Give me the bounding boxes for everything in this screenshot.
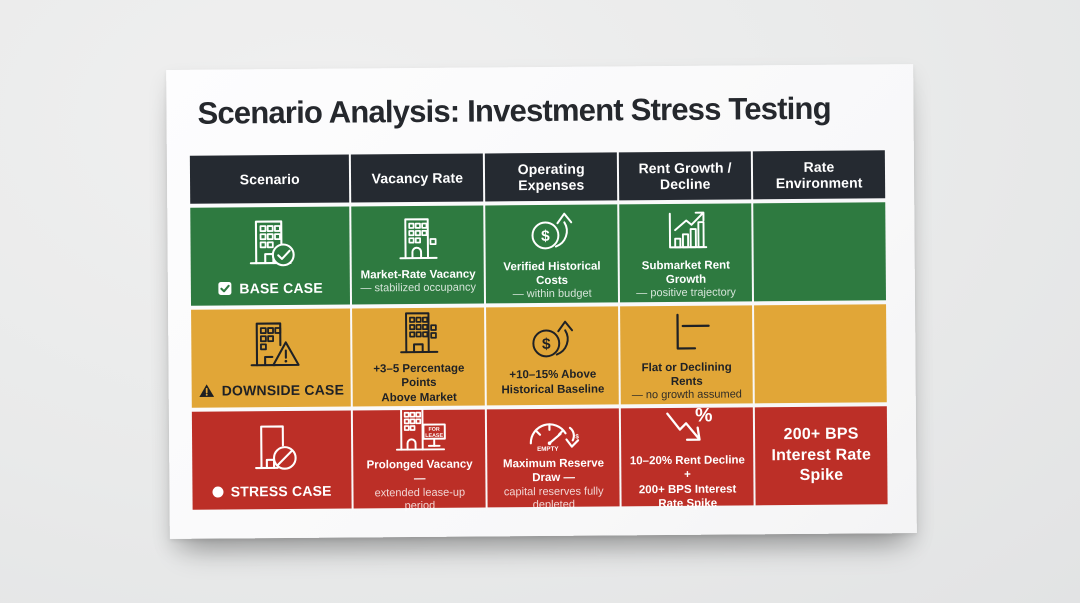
cell-stress-scenario: STRESS CASE: [191, 410, 353, 510]
header-rent-growth-decline: Rent Growth / Decline: [619, 151, 752, 201]
svg-text:FOR: FOR: [429, 427, 440, 433]
checkbox-icon: [218, 281, 232, 296]
cell-base-rent: Submarket Rent Growth — positive traject…: [619, 203, 753, 303]
flat-trend-icon: [657, 307, 715, 357]
scenario-label: BASE CASE: [218, 280, 323, 297]
cell-stress-vacancy: FOR LEASE Prolonged Vacancy — extended l…: [353, 407, 486, 512]
cell-title: +10–15% Above Historical Baseline: [501, 368, 605, 396]
header-operating-expenses: Operating Expenses: [485, 152, 618, 202]
svg-text:LEASE: LEASE: [426, 433, 444, 439]
scenario-label-text: DOWNSIDE CASE: [221, 381, 345, 399]
cell-downside-operating: $ +10–15% Above Historical Baseline: [486, 306, 619, 406]
svg-text:EMPTY: EMPTY: [537, 446, 559, 453]
cell-downside-scenario: DOWNSIDE CASE: [191, 308, 352, 408]
cell-base-operating: $ Verified Historical Costs — within bud…: [485, 204, 619, 304]
building-for-lease-icon: FOR LEASE: [387, 405, 451, 456]
svg-text:$: $: [542, 336, 551, 353]
header-rate-environment: Rate Environment: [752, 150, 886, 200]
header-vacancy-rate: Vacancy Rate: [351, 153, 484, 203]
cell-stress-operating: EMPTY $ Maximum Reserve Draw — capital r…: [487, 408, 620, 511]
scenario-label-text: STRESS CASE: [230, 482, 332, 500]
page-title: Scenario Analysis: Investment Stress Tes…: [197, 90, 831, 131]
scenario-label: STRESS CASE: [212, 482, 332, 500]
scenario-table: Scenario Vacancy Rate Operating Expenses…: [189, 150, 888, 512]
cell-subtitle: — stabilized occupancy: [360, 281, 477, 295]
building-check-icon: [237, 216, 303, 273]
cell-title: Prolonged Vacancy —: [366, 458, 473, 486]
warning-triangle-icon: [199, 384, 215, 398]
svg-text:%: %: [695, 404, 713, 426]
bar-chart-growth-icon: [656, 205, 714, 255]
cell-downside-rate: [754, 304, 887, 404]
cell-subtitle: — positive trajectory: [636, 286, 736, 300]
scenario-label-text: BASE CASE: [239, 279, 323, 297]
poster-card: Scenario Analysis: Investment Stress Tes…: [166, 64, 917, 539]
cell-subtitle: extended lease-up period: [374, 486, 466, 512]
rate-environment-text: 200+ BPS Interest Rate Spike: [771, 425, 872, 485]
cell-subtitle: capital reserves fully depleted: [503, 485, 604, 511]
dollar-refresh-icon: $: [523, 315, 581, 365]
svg-text:$: $: [576, 433, 580, 440]
cell-title: Flat or Declining Rents: [641, 361, 732, 388]
cell-title: 10–20% Rent Decline + 200+ BPS Interest …: [629, 454, 745, 510]
percent-decline-icon: %: [658, 402, 716, 450]
cell-subtitle: — within budget: [512, 287, 592, 301]
cell-subtitle: — no growth assumed: [631, 388, 742, 402]
gauge-empty-icon: EMPTY $: [520, 404, 586, 455]
cell-base-rate: [753, 202, 887, 302]
building-icon: [389, 214, 447, 264]
cell-title: Market-Rate Vacancy: [360, 268, 476, 282]
cell-base-vacancy: Market-Rate Vacancy — stabilized occupan…: [351, 205, 485, 305]
cell-title: Verified Historical Costs: [503, 260, 601, 287]
building-annex-icon: [389, 309, 447, 359]
header-scenario: Scenario: [189, 154, 350, 204]
cell-stress-rate: 200+ BPS Interest Rate Spike: [754, 406, 888, 506]
cell-base-scenario: BASE CASE: [190, 206, 351, 306]
building-warning-icon: [238, 318, 304, 375]
dollar-refresh-icon: $: [522, 206, 580, 256]
cell-title: Maximum Reserve Draw —: [502, 457, 605, 485]
building-ban-icon: [241, 421, 303, 475]
cell-downside-vacancy: +3–5 Percentage Points Above Market: [352, 307, 486, 407]
cell-title: Submarket Rent Growth: [641, 259, 731, 286]
cell-stress-rent: % 10–20% Rent Decline + 200+ BPS Interes…: [621, 404, 754, 510]
svg-text:$: $: [541, 228, 550, 245]
cell-title: +3–5 Percentage Points Above Market: [373, 362, 465, 404]
scenario-label: DOWNSIDE CASE: [199, 381, 345, 399]
cell-downside-rent: Flat or Declining Rents — no growth assu…: [620, 305, 753, 405]
dot-icon: [212, 486, 224, 498]
